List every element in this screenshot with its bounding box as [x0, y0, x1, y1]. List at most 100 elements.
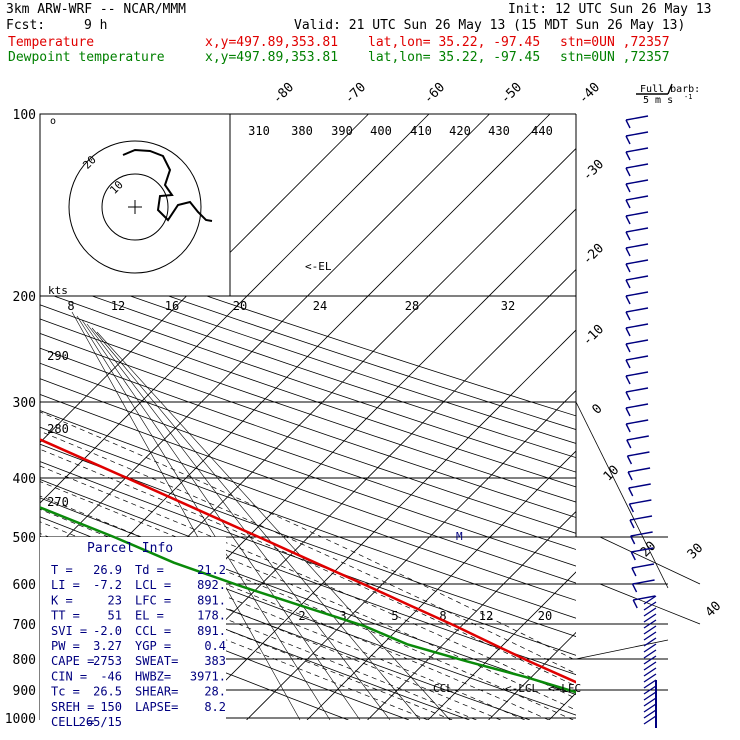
wind-barb [625, 275, 649, 281]
hodograph-speed-label: 16 [165, 299, 179, 313]
parcel-value: 51 [108, 609, 122, 623]
isotherm-line [488, 631, 576, 720]
wind-frame-line [575, 401, 669, 589]
wind-barb [633, 595, 656, 601]
hodograph-ring-10 [101, 173, 169, 241]
mixing-ratio-label: 2 [298, 609, 305, 623]
wind-frame-line [575, 639, 669, 660]
parcel-value: 3.27 [93, 639, 122, 653]
moist-adiabat-line [40, 495, 574, 720]
dry-adiabat-line [40, 347, 576, 534]
wind-barb [625, 115, 649, 121]
wind-barb [628, 483, 651, 489]
valid-time: Valid: 21 UTC Sun 26 May 13 (15 MDT Sun … [294, 18, 686, 33]
theta-label: 430 [488, 124, 510, 138]
isotherm-line [427, 571, 576, 720]
dewpoint-legend: Dewpoint temperature [8, 50, 165, 65]
pressure-label-900: 900 [13, 684, 36, 699]
wind-barb-low [643, 649, 657, 659]
pressure-label-1000: 1000 [5, 712, 36, 727]
wind-frame [575, 401, 701, 660]
parcel-value: 21.2 [197, 563, 226, 577]
wind-barb-flag [625, 423, 631, 433]
parcel-value: 150 [100, 700, 122, 714]
isotherm-label: -10 [580, 322, 607, 349]
full-barb-legend: Full barb:5 m s -1 [636, 83, 700, 106]
dry-adiabat-line [40, 393, 576, 584]
wind-barb-flag [625, 263, 631, 273]
mixing-ratio-labels: 2 3 5 8 12 20 [298, 609, 552, 623]
parcel-label: LFC = [135, 593, 171, 607]
level-markers: <-EL M CCL <-LCL <-LFC [305, 260, 581, 695]
parcel-value: 891. [197, 624, 226, 638]
wind-barb-low [643, 685, 657, 695]
pressure-label-200: 200 [13, 290, 36, 305]
wind-barb [631, 547, 654, 553]
theta-label: 420 [449, 124, 471, 138]
wind-barb-low [643, 601, 657, 611]
parcel-value: -7.2 [93, 578, 122, 592]
wind-barb-flag [625, 119, 631, 129]
parcel-label: CELL = [51, 715, 94, 729]
parcel-value: 891. [197, 593, 226, 607]
dry-adiabat-line [40, 479, 576, 676]
hodograph-speed-line [71, 311, 301, 721]
theta-label: 280 [47, 422, 69, 436]
isotherm-line [367, 510, 576, 720]
parcel-value: 26.5 [93, 685, 122, 699]
hodograph-speed-label: 8 [67, 299, 74, 313]
moist-adiabat-line [40, 411, 576, 661]
wind-barb-low [643, 607, 657, 617]
hodograph-unit-label: kts [48, 284, 68, 297]
wind-barb-flag [625, 183, 631, 193]
dry-adiabat-line [40, 318, 576, 503]
wind-barb [627, 451, 650, 457]
parcel-value: 23 [108, 593, 122, 607]
dry-adiabat-line [40, 263, 576, 444]
wind-barb [625, 339, 649, 345]
wind-barb [625, 387, 649, 393]
wind-barbs [625, 115, 657, 728]
wind-barb-low [643, 703, 657, 713]
isotherm-label: 10 [601, 463, 623, 485]
temperature-latlon: lat,lon= 35.22, -97.45 [368, 35, 541, 50]
theta-label: 290 [47, 349, 69, 363]
temperature-stn: stn=0UN ,72357 [560, 35, 670, 50]
wind-barb-flag [625, 327, 631, 337]
dewpoint-xy: x,y=497.89,353.81 [205, 50, 339, 65]
temperature-legend: Temperature [8, 35, 95, 50]
parcel-value: 8.2 [204, 700, 226, 714]
parcel-label: SHEAR= [135, 685, 178, 699]
dry-adiabat-line [40, 250, 576, 430]
parcel-label: LAPSE= [135, 700, 178, 714]
hodograph-speed-label: 24 [313, 299, 327, 313]
fcst-label: Fcst: [6, 18, 46, 33]
dry-adiabat-line [40, 576, 410, 720]
theta-label: 410 [410, 124, 432, 138]
parcel-value: 28. [204, 685, 226, 699]
hodograph-trace [122, 148, 213, 222]
hodograph-speed-line [96, 331, 451, 721]
pressure-label-700: 700 [13, 618, 36, 633]
wind-barb-low [643, 613, 657, 623]
wind-barb [625, 243, 649, 249]
wind-barb-low [643, 715, 657, 725]
mixing-ratio-label: 3 [339, 609, 346, 623]
fcst-value: 9 h [84, 18, 108, 33]
wind-barb-flag [626, 455, 633, 465]
theta-label: 380 [291, 124, 313, 138]
wind-barb-flag [625, 231, 631, 241]
hodograph-speed-line [91, 327, 421, 721]
parcel-label: HWBZ= [135, 669, 171, 683]
parcel-value: -46 [100, 669, 122, 683]
parcel-value: 178. [197, 609, 226, 623]
hodograph-speed-label: 20 [233, 299, 247, 313]
hodograph-speed-label: 32 [501, 299, 515, 313]
isotherm-label: 0 [589, 401, 605, 417]
mixing-ratio-label: 12 [479, 609, 493, 623]
theta-label: 390 [331, 124, 353, 138]
pressure-label-300: 300 [13, 396, 36, 411]
parcel-label: CIN = [51, 669, 87, 683]
mixing-ratio-label: 8 [439, 609, 446, 623]
hodograph-ring-20 [68, 140, 202, 274]
